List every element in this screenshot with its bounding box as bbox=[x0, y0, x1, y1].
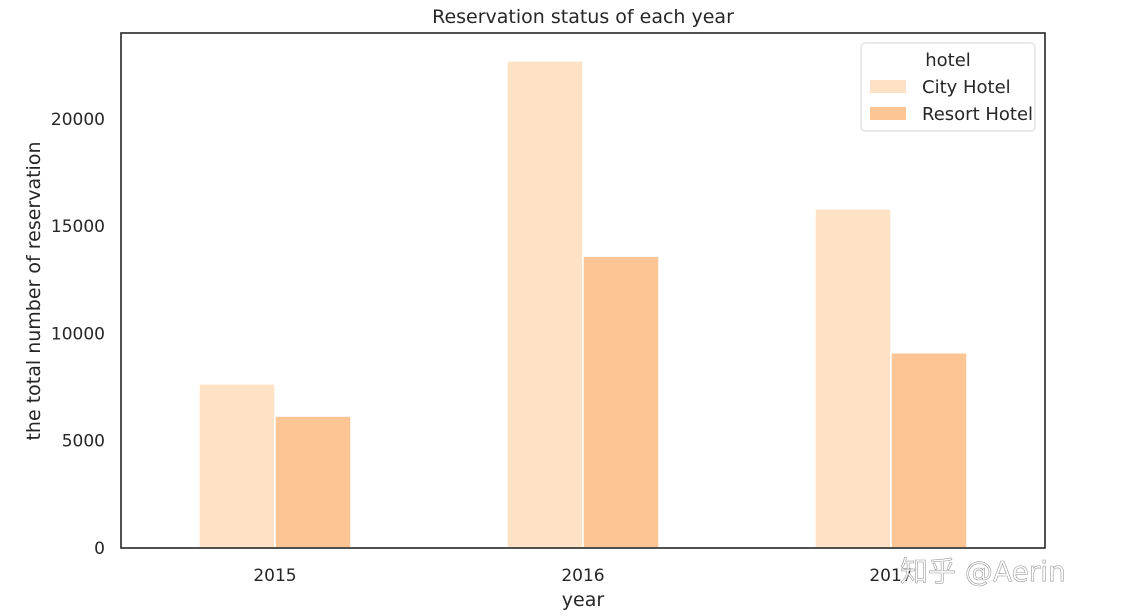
y-tick-label: 15000 bbox=[51, 217, 105, 237]
x-tick-label: 2015 bbox=[253, 566, 296, 586]
y-axis-ticks: 0 5000 10000 15000 20000 bbox=[51, 110, 105, 559]
legend-title: hotel bbox=[925, 50, 971, 71]
legend-label-city-hotel: City Hotel bbox=[922, 77, 1011, 98]
y-tick-label: 20000 bbox=[51, 110, 105, 130]
y-tick-label: 10000 bbox=[51, 324, 105, 344]
bar-resort-hotel-2017 bbox=[890, 351, 968, 549]
chart-title: Reservation status of each year bbox=[432, 6, 734, 28]
legend-swatch-city-hotel bbox=[870, 80, 906, 93]
bar-city-hotel-2017 bbox=[814, 208, 892, 549]
legend-swatch-resort-hotel bbox=[870, 107, 906, 120]
legend: hotel City Hotel Resort Hotel bbox=[860, 42, 1036, 132]
x-tick-label: 2016 bbox=[561, 566, 604, 586]
bar-resort-hotel-2015 bbox=[274, 415, 352, 549]
y-tick-label: 0 bbox=[94, 539, 105, 559]
y-axis-label: the total number of reservation bbox=[23, 141, 45, 440]
bars-group bbox=[198, 60, 968, 549]
watermark-text: 知乎 @Aerin bbox=[900, 555, 1066, 588]
x-tick-label: 2017 bbox=[869, 566, 912, 586]
bar-city-hotel-2016 bbox=[506, 60, 584, 549]
y-tick-label: 5000 bbox=[62, 432, 105, 452]
plot-frame bbox=[120, 32, 1046, 549]
bar-resort-hotel-2016 bbox=[582, 255, 660, 549]
x-axis-ticks: 2015 2016 2017 bbox=[253, 566, 912, 586]
x-axis-label: year bbox=[562, 589, 605, 611]
bar-city-hotel-2015 bbox=[198, 383, 276, 549]
legend-label-resort-hotel: Resort Hotel bbox=[922, 104, 1033, 125]
